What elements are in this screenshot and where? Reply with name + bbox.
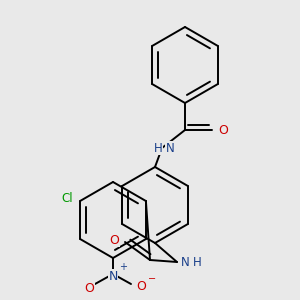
Text: N: N (108, 269, 118, 283)
Text: H: H (193, 256, 201, 268)
Text: O: O (84, 283, 94, 296)
Text: −: − (148, 274, 156, 284)
Text: O: O (136, 280, 146, 292)
Text: +: + (119, 262, 127, 272)
Text: O: O (109, 233, 119, 247)
Text: N: N (166, 142, 174, 154)
Text: O: O (218, 124, 228, 136)
Text: H: H (154, 142, 162, 154)
Text: Cl: Cl (61, 191, 73, 205)
Text: N: N (181, 256, 189, 268)
